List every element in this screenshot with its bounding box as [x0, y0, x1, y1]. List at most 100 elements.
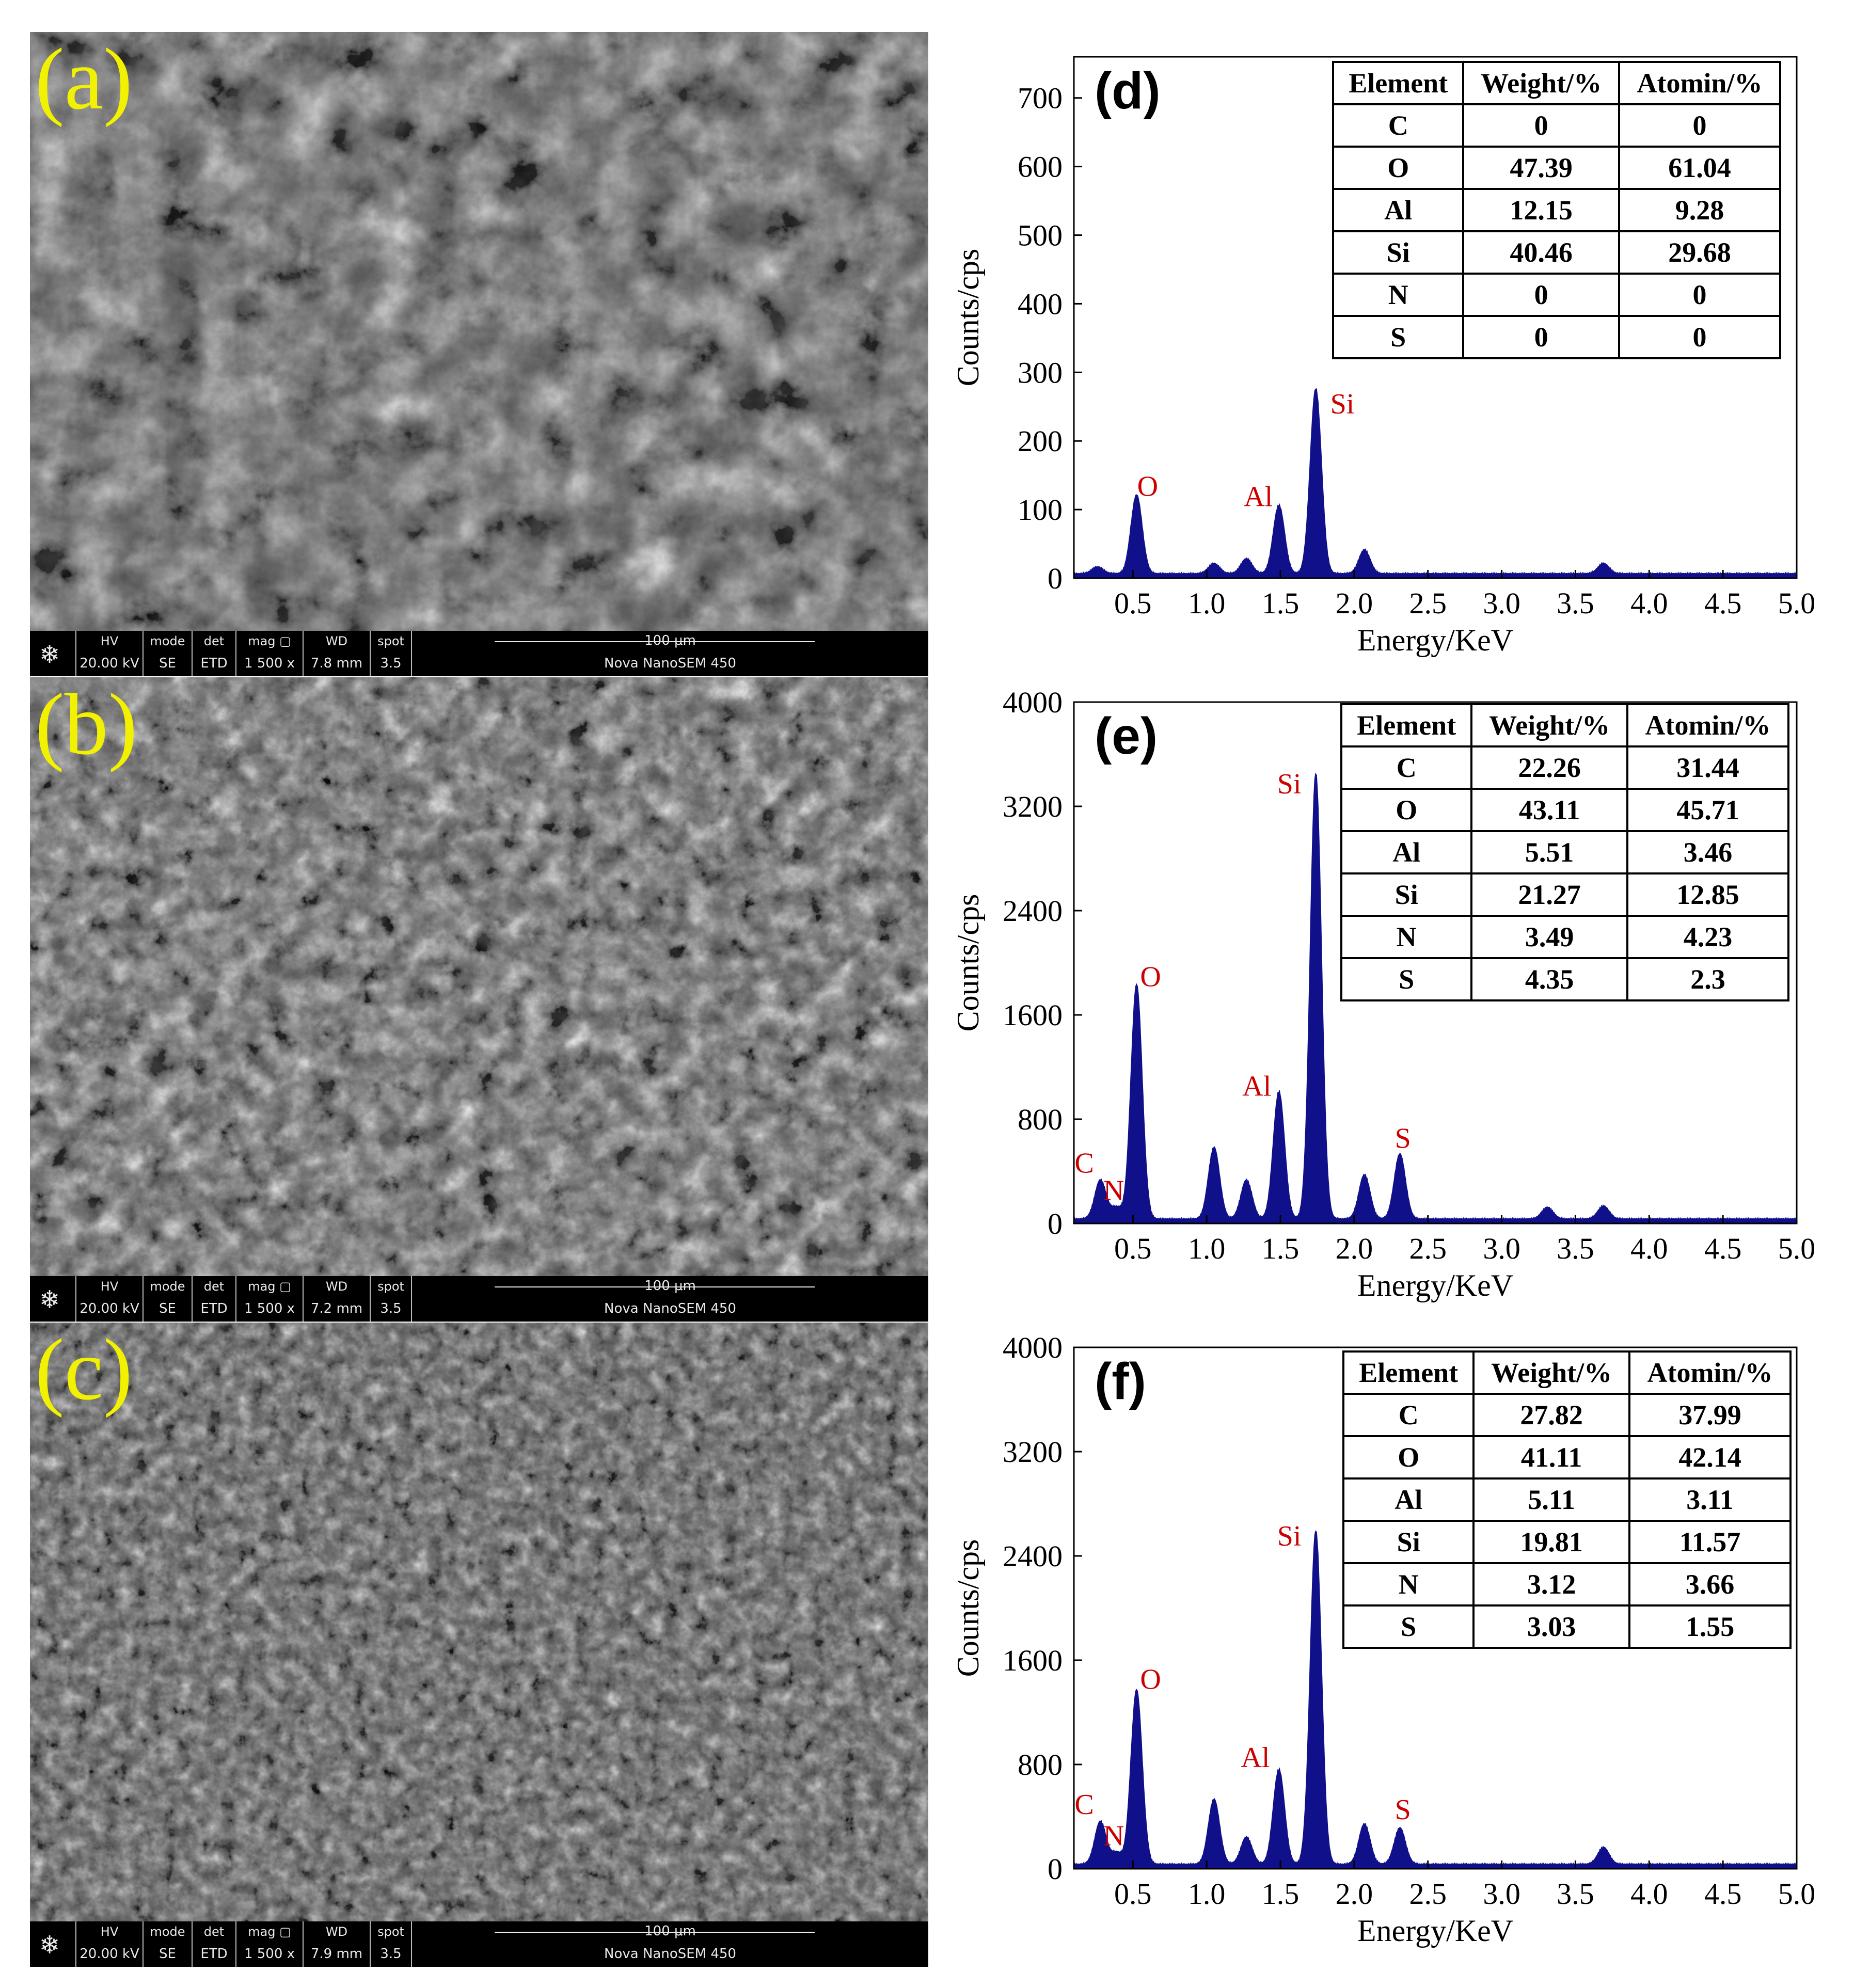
y-tick-label: 3200 — [1003, 790, 1063, 823]
table-row: Al 5.11 3.11 — [1342, 1477, 1792, 1522]
scale-label: 100 μm — [644, 1923, 696, 1939]
peak-label: O — [1137, 471, 1158, 503]
table-cell: 0 — [1462, 273, 1620, 317]
y-tick-label: 2400 — [1003, 894, 1063, 928]
y-tick-label: 2400 — [1003, 1539, 1063, 1573]
scale-label: 100 μm — [644, 1278, 696, 1294]
table-cell: Al — [1342, 1477, 1475, 1522]
hv-label: HV — [100, 1925, 119, 1939]
peak-label: Al — [1244, 481, 1273, 513]
hv-value: 20.00 kV — [80, 1301, 139, 1316]
table-header-cell: Weight/% — [1462, 61, 1620, 105]
spot-value: 3.5 — [380, 1301, 402, 1316]
table-cell: O — [1340, 788, 1473, 832]
x-tick-label: 3.0 — [1483, 1877, 1520, 1911]
table-cell: 3.12 — [1472, 1562, 1630, 1607]
sem-image-c — [30, 1323, 928, 1921]
x-tick-label: 3.0 — [1483, 586, 1520, 620]
table-cell: 37.99 — [1628, 1393, 1792, 1437]
mode-value: SE — [159, 1301, 176, 1316]
table-header-cell: Atomin/% — [1618, 61, 1782, 105]
x-tick-label: 1.0 — [1188, 586, 1226, 620]
table-cell: N — [1332, 273, 1465, 317]
peak-label: N — [1103, 1820, 1124, 1852]
table-row: S 3.03 1.55 — [1342, 1604, 1792, 1649]
table-cell: 4.35 — [1470, 957, 1628, 1001]
sem-panel-c: (c) ❄ HV 20.00 kV mode SE det ETD mag ▢ 1 50… — [30, 1323, 928, 1967]
x-tick-label: 4.5 — [1704, 586, 1742, 620]
x-tick-label: 2.0 — [1336, 1232, 1373, 1265]
table-row: Al 12.15 9.28 — [1332, 188, 1782, 232]
table-cell: S — [1340, 957, 1473, 1001]
x-tick-label: 1.5 — [1262, 586, 1300, 620]
table-row: O 43.11 45.71 — [1340, 788, 1790, 832]
peak-label: S — [1395, 1123, 1411, 1155]
x-tick-label: 0.5 — [1114, 1232, 1152, 1265]
table-cell: S — [1342, 1604, 1475, 1649]
y-tick-label: 100 — [1018, 493, 1063, 527]
table-cell: 12.85 — [1626, 872, 1790, 917]
table-row: C 22.26 31.44 — [1340, 745, 1790, 790]
table-cell: 1.55 — [1628, 1604, 1792, 1649]
x-tick-label: 4.0 — [1630, 1232, 1668, 1265]
spot-label: spot — [377, 1925, 404, 1939]
table-cell: 40.46 — [1462, 230, 1620, 275]
table-header-cell: Atomin/% — [1626, 703, 1790, 748]
scale-bar — [495, 1286, 815, 1287]
x-tick-label: 3.5 — [1557, 1232, 1594, 1265]
table-cell: C — [1342, 1393, 1475, 1437]
x-tick-label: 1.5 — [1262, 1232, 1300, 1265]
table-header-cell: Element — [1342, 1350, 1475, 1395]
eds-panel-f: 0.5 1.0 1.5 2.0 2.5 3.0 3.5 4.0 4.5 5.0 0 800 1600 24… — [940, 1311, 1838, 1951]
table-cell: 4.23 — [1626, 915, 1790, 959]
y-tick-label: 1600 — [1003, 998, 1063, 1032]
table-header-cell: Weight/% — [1470, 703, 1628, 748]
table-cell: 3.66 — [1628, 1562, 1792, 1607]
plot-frame — [1073, 1346, 1798, 1870]
table-cell: 47.39 — [1462, 146, 1620, 190]
table-cell: 61.04 — [1618, 146, 1782, 190]
instrument-label: Nova NanoSEM 450 — [604, 1946, 736, 1962]
peak-label: Si — [1277, 768, 1302, 800]
y-tick-label: 0 — [1048, 1852, 1063, 1886]
table-row: C 27.82 37.99 — [1342, 1393, 1792, 1437]
table-cell: 43.11 — [1470, 788, 1628, 832]
eds-spectrum-e: 0.5 1.0 1.5 2.0 2.5 3.0 3.5 4.0 4.5 5.0 0 800 1600 24… — [951, 686, 1816, 1302]
table-cell: 0 — [1618, 273, 1782, 317]
scale-bar — [495, 1932, 815, 1933]
eds-panel-d: 0.5 1.0 1.5 2.0 2.5 3.0 3.5 4.0 4.5 5.0 0 100 200 300… — [940, 21, 1838, 661]
sem-image-a — [30, 32, 928, 631]
table-cell: 3.49 — [1470, 915, 1628, 959]
y-tick-label: 800 — [1018, 1748, 1063, 1782]
table-cell: 42.14 — [1628, 1435, 1792, 1480]
x-tick-label: 5.0 — [1778, 1232, 1816, 1265]
x-tick-label: 5.0 — [1778, 1877, 1816, 1911]
instrument-label: Nova NanoSEM 450 — [604, 1301, 736, 1316]
x-tick-label: 4.0 — [1630, 1877, 1668, 1911]
spot-label: spot — [377, 1279, 404, 1294]
x-tick-label: 1.0 — [1188, 1232, 1226, 1265]
panel-label-b: (b) — [35, 677, 138, 773]
det-label: det — [203, 1925, 225, 1939]
scale-label: 100 μm — [644, 633, 696, 648]
table-cell: N — [1342, 1562, 1475, 1607]
x-tick-label: 4.5 — [1704, 1877, 1742, 1911]
hv-label: HV — [100, 634, 119, 648]
mode-label: mode — [150, 634, 185, 648]
x-tick-label: 4.5 — [1704, 1232, 1742, 1265]
x-tick-label: 3.0 — [1483, 1232, 1520, 1265]
det-value: ETD — [200, 1946, 228, 1962]
snowflake-icon: ❄ — [39, 1931, 60, 1960]
det-label: det — [203, 634, 225, 648]
mode-value: SE — [159, 1946, 176, 1962]
x-tick-label: 0.5 — [1114, 586, 1152, 620]
scale-bar — [495, 641, 815, 642]
peak-label: Si — [1330, 388, 1355, 420]
instrument-label: Nova NanoSEM 450 — [604, 656, 736, 671]
table-cell: S — [1332, 315, 1465, 359]
spectrum-area — [1073, 1530, 1797, 1869]
x-tick-label: 2.5 — [1409, 1877, 1447, 1911]
